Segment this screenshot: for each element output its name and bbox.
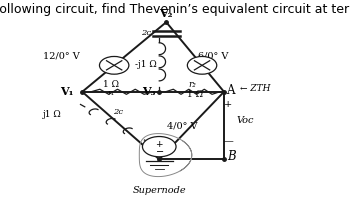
Text: 1 Ω: 1 Ω [187, 90, 203, 99]
Text: r₂: r₂ [188, 80, 196, 89]
Text: ← ZTH: ← ZTH [240, 84, 271, 93]
Text: r₁: r₁ [107, 89, 115, 97]
Text: $-$: $-$ [155, 145, 164, 155]
Text: Given the following circuit, find Thevenin’s equivalent circuit at terminals A-B: Given the following circuit, find Theven… [0, 3, 350, 16]
Text: —: — [223, 137, 233, 146]
Text: V₁: V₁ [61, 86, 74, 97]
Text: j1 Ω: j1 Ω [42, 111, 61, 119]
Text: 2c: 2c [113, 108, 123, 116]
Text: 2c: 2c [141, 29, 151, 37]
Text: Voc: Voc [236, 116, 254, 125]
Text: 1 Ω: 1 Ω [103, 80, 119, 89]
Text: 6/0° V: 6/0° V [198, 51, 229, 60]
Text: V₂: V₂ [160, 8, 173, 19]
Text: $+$: $+$ [155, 139, 163, 149]
Text: -j1 Ω: -j1 Ω [135, 60, 157, 69]
Circle shape [142, 137, 176, 157]
Circle shape [99, 57, 129, 74]
Text: 4/0° V: 4/0° V [167, 121, 197, 130]
Text: Supernode: Supernode [132, 187, 186, 195]
Circle shape [187, 57, 217, 74]
Text: V₃: V₃ [142, 86, 155, 97]
Text: A: A [226, 84, 234, 97]
Text: 12/0° V: 12/0° V [43, 51, 80, 60]
Text: B: B [227, 150, 235, 163]
Text: +: + [224, 100, 232, 109]
